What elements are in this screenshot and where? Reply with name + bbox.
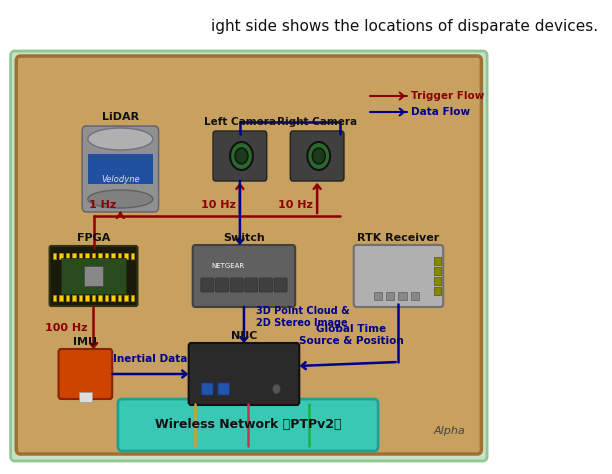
- FancyBboxPatch shape: [118, 399, 378, 451]
- Bar: [72, 253, 76, 259]
- FancyBboxPatch shape: [10, 51, 487, 461]
- Bar: [131, 295, 134, 301]
- Circle shape: [272, 384, 280, 394]
- FancyBboxPatch shape: [215, 278, 228, 292]
- Bar: [386, 292, 394, 300]
- Text: Switch: Switch: [223, 233, 265, 243]
- Bar: [88, 154, 153, 184]
- FancyBboxPatch shape: [354, 245, 443, 307]
- Text: Left Camera: Left Camera: [204, 117, 276, 127]
- Text: 10 Hz: 10 Hz: [278, 200, 313, 210]
- Circle shape: [312, 148, 325, 164]
- Bar: [66, 253, 69, 259]
- Text: 3D Point Cloud &
2D Stereo Image: 3D Point Cloud & 2D Stereo Image: [256, 306, 350, 328]
- Bar: [53, 295, 56, 301]
- Bar: [435, 287, 441, 295]
- Bar: [53, 253, 56, 259]
- Bar: [61, 258, 126, 294]
- Bar: [435, 257, 441, 265]
- Text: 10 Hz: 10 Hz: [201, 200, 236, 210]
- Text: 1 Hz: 1 Hz: [89, 200, 116, 210]
- FancyBboxPatch shape: [17, 56, 482, 454]
- Text: Global Time
Source & Position: Global Time Source & Position: [299, 324, 404, 346]
- Bar: [105, 253, 108, 259]
- Bar: [435, 277, 441, 285]
- FancyBboxPatch shape: [202, 383, 213, 395]
- Text: Velodyne: Velodyne: [101, 174, 140, 183]
- Bar: [72, 295, 76, 301]
- Bar: [105, 295, 108, 301]
- Bar: [92, 295, 95, 301]
- Bar: [118, 253, 121, 259]
- FancyBboxPatch shape: [201, 278, 214, 292]
- FancyBboxPatch shape: [82, 126, 159, 212]
- Bar: [92, 253, 95, 259]
- Circle shape: [307, 142, 330, 170]
- Text: ight side shows the locations of disparate devices.: ight side shows the locations of dispara…: [211, 19, 599, 34]
- Text: Data Flow: Data Flow: [411, 107, 471, 117]
- Bar: [66, 295, 69, 301]
- Circle shape: [235, 148, 248, 164]
- Bar: [374, 292, 382, 300]
- FancyBboxPatch shape: [50, 246, 138, 306]
- Bar: [59, 295, 62, 301]
- Bar: [79, 253, 82, 259]
- Text: NUC: NUC: [231, 331, 257, 341]
- Bar: [86, 295, 89, 301]
- Text: 100 Hz: 100 Hz: [45, 323, 87, 333]
- Text: Inertial Data: Inertial Data: [113, 354, 188, 364]
- FancyBboxPatch shape: [188, 343, 299, 405]
- Ellipse shape: [88, 128, 153, 150]
- Bar: [435, 267, 441, 275]
- Bar: [411, 292, 419, 300]
- Bar: [84, 266, 103, 286]
- Text: LiDAR: LiDAR: [102, 112, 139, 122]
- Bar: [111, 295, 114, 301]
- Bar: [124, 295, 128, 301]
- FancyBboxPatch shape: [213, 131, 267, 181]
- Bar: [111, 253, 114, 259]
- Bar: [131, 253, 134, 259]
- Bar: [124, 253, 128, 259]
- Bar: [79, 295, 82, 301]
- Text: Right Camera: Right Camera: [277, 117, 357, 127]
- FancyBboxPatch shape: [218, 383, 230, 395]
- Bar: [99, 253, 102, 259]
- FancyBboxPatch shape: [59, 349, 112, 399]
- Text: IMU: IMU: [73, 337, 97, 347]
- FancyBboxPatch shape: [245, 278, 258, 292]
- Text: Trigger Flow: Trigger Flow: [411, 91, 485, 101]
- FancyBboxPatch shape: [193, 245, 295, 307]
- Text: Wireless Network （PTPv2）: Wireless Network （PTPv2）: [155, 419, 341, 431]
- Circle shape: [230, 142, 253, 170]
- Bar: [86, 253, 89, 259]
- Bar: [79, 392, 92, 402]
- Text: FPGA: FPGA: [77, 233, 110, 243]
- Bar: [118, 295, 121, 301]
- Text: Alpha: Alpha: [433, 426, 465, 436]
- Text: NETGEAR: NETGEAR: [211, 263, 244, 269]
- Bar: [99, 295, 102, 301]
- Ellipse shape: [88, 190, 153, 208]
- FancyBboxPatch shape: [290, 131, 344, 181]
- FancyBboxPatch shape: [274, 278, 287, 292]
- Text: RTK Receiver: RTK Receiver: [357, 233, 439, 243]
- FancyBboxPatch shape: [230, 278, 243, 292]
- FancyBboxPatch shape: [259, 278, 272, 292]
- Bar: [59, 253, 62, 259]
- Bar: [398, 292, 406, 300]
